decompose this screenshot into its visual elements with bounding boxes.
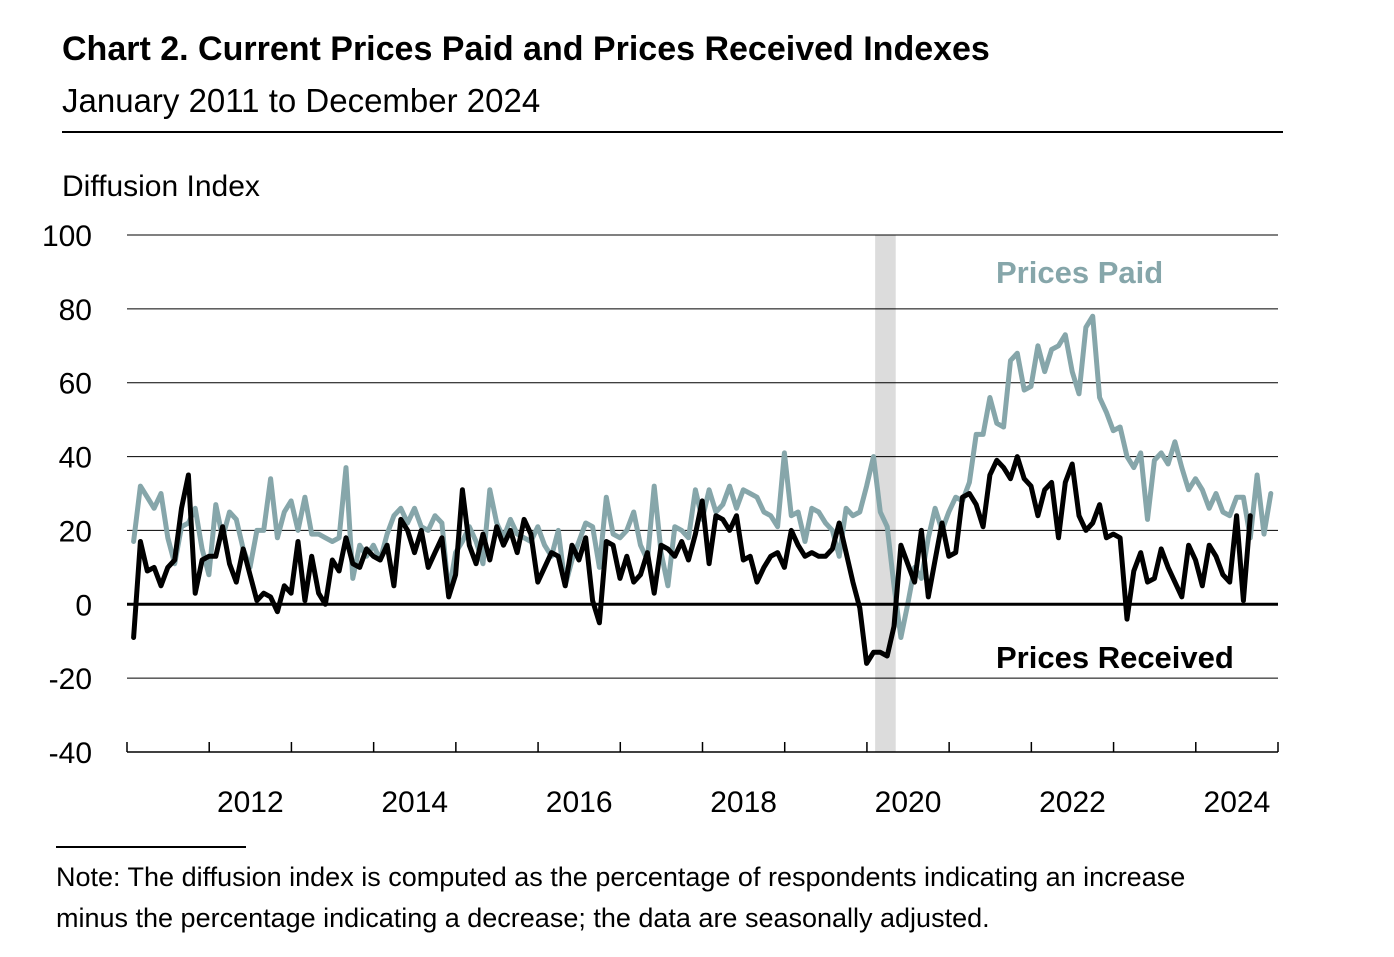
x-tick-label: 2018 xyxy=(710,786,777,819)
x-tick-labels: 2012 2014 2016 2018 2020 2022 2024 xyxy=(217,786,1270,819)
series-lines xyxy=(127,313,1278,666)
x-tick-label: 2024 xyxy=(1204,786,1271,819)
title-divider xyxy=(62,131,1283,133)
x-tick-label: 2022 xyxy=(1039,786,1106,819)
series-line-prices-received xyxy=(131,454,1253,666)
series-label-prices-paid: Prices Paid xyxy=(996,255,1163,290)
recession-band-layer xyxy=(875,235,896,752)
gridlines xyxy=(127,234,1278,679)
recession-band xyxy=(875,235,896,752)
chart-subtitle: January 2011 to December 2024 xyxy=(62,82,541,119)
series-label-prices-received: Prices Received xyxy=(996,640,1234,675)
x-tick-label: 2020 xyxy=(875,786,942,819)
x-tick-label: 2012 xyxy=(217,786,284,819)
footnote-line-1: Note: The diffusion index is computed as… xyxy=(56,862,1186,892)
chart-title: Chart 2. Current Prices Paid and Prices … xyxy=(62,30,990,68)
y-tick-label: 20 xyxy=(59,515,92,548)
y-tick-label: 100 xyxy=(42,220,92,253)
y-tick-label: -20 xyxy=(49,663,92,696)
y-tick-label: 40 xyxy=(59,442,92,475)
y-axis-label: Diffusion Index xyxy=(62,170,260,203)
x-tick-label: 2014 xyxy=(381,786,448,819)
y-tick-label: -40 xyxy=(49,737,92,770)
x-axis xyxy=(126,742,1279,753)
note-divider xyxy=(56,846,246,848)
x-tick-label: 2016 xyxy=(546,786,613,819)
y-tick-label: 80 xyxy=(59,294,92,327)
y-tick-label: 0 xyxy=(75,589,92,622)
footnote: Note: The diffusion index is computed as… xyxy=(56,857,1356,939)
y-tick-label: 60 xyxy=(59,368,92,401)
footnote-line-2: minus the percentage indicating a decrea… xyxy=(56,903,990,933)
y-tick-labels: 100 80 60 40 20 0 -20 -40 xyxy=(42,220,92,770)
